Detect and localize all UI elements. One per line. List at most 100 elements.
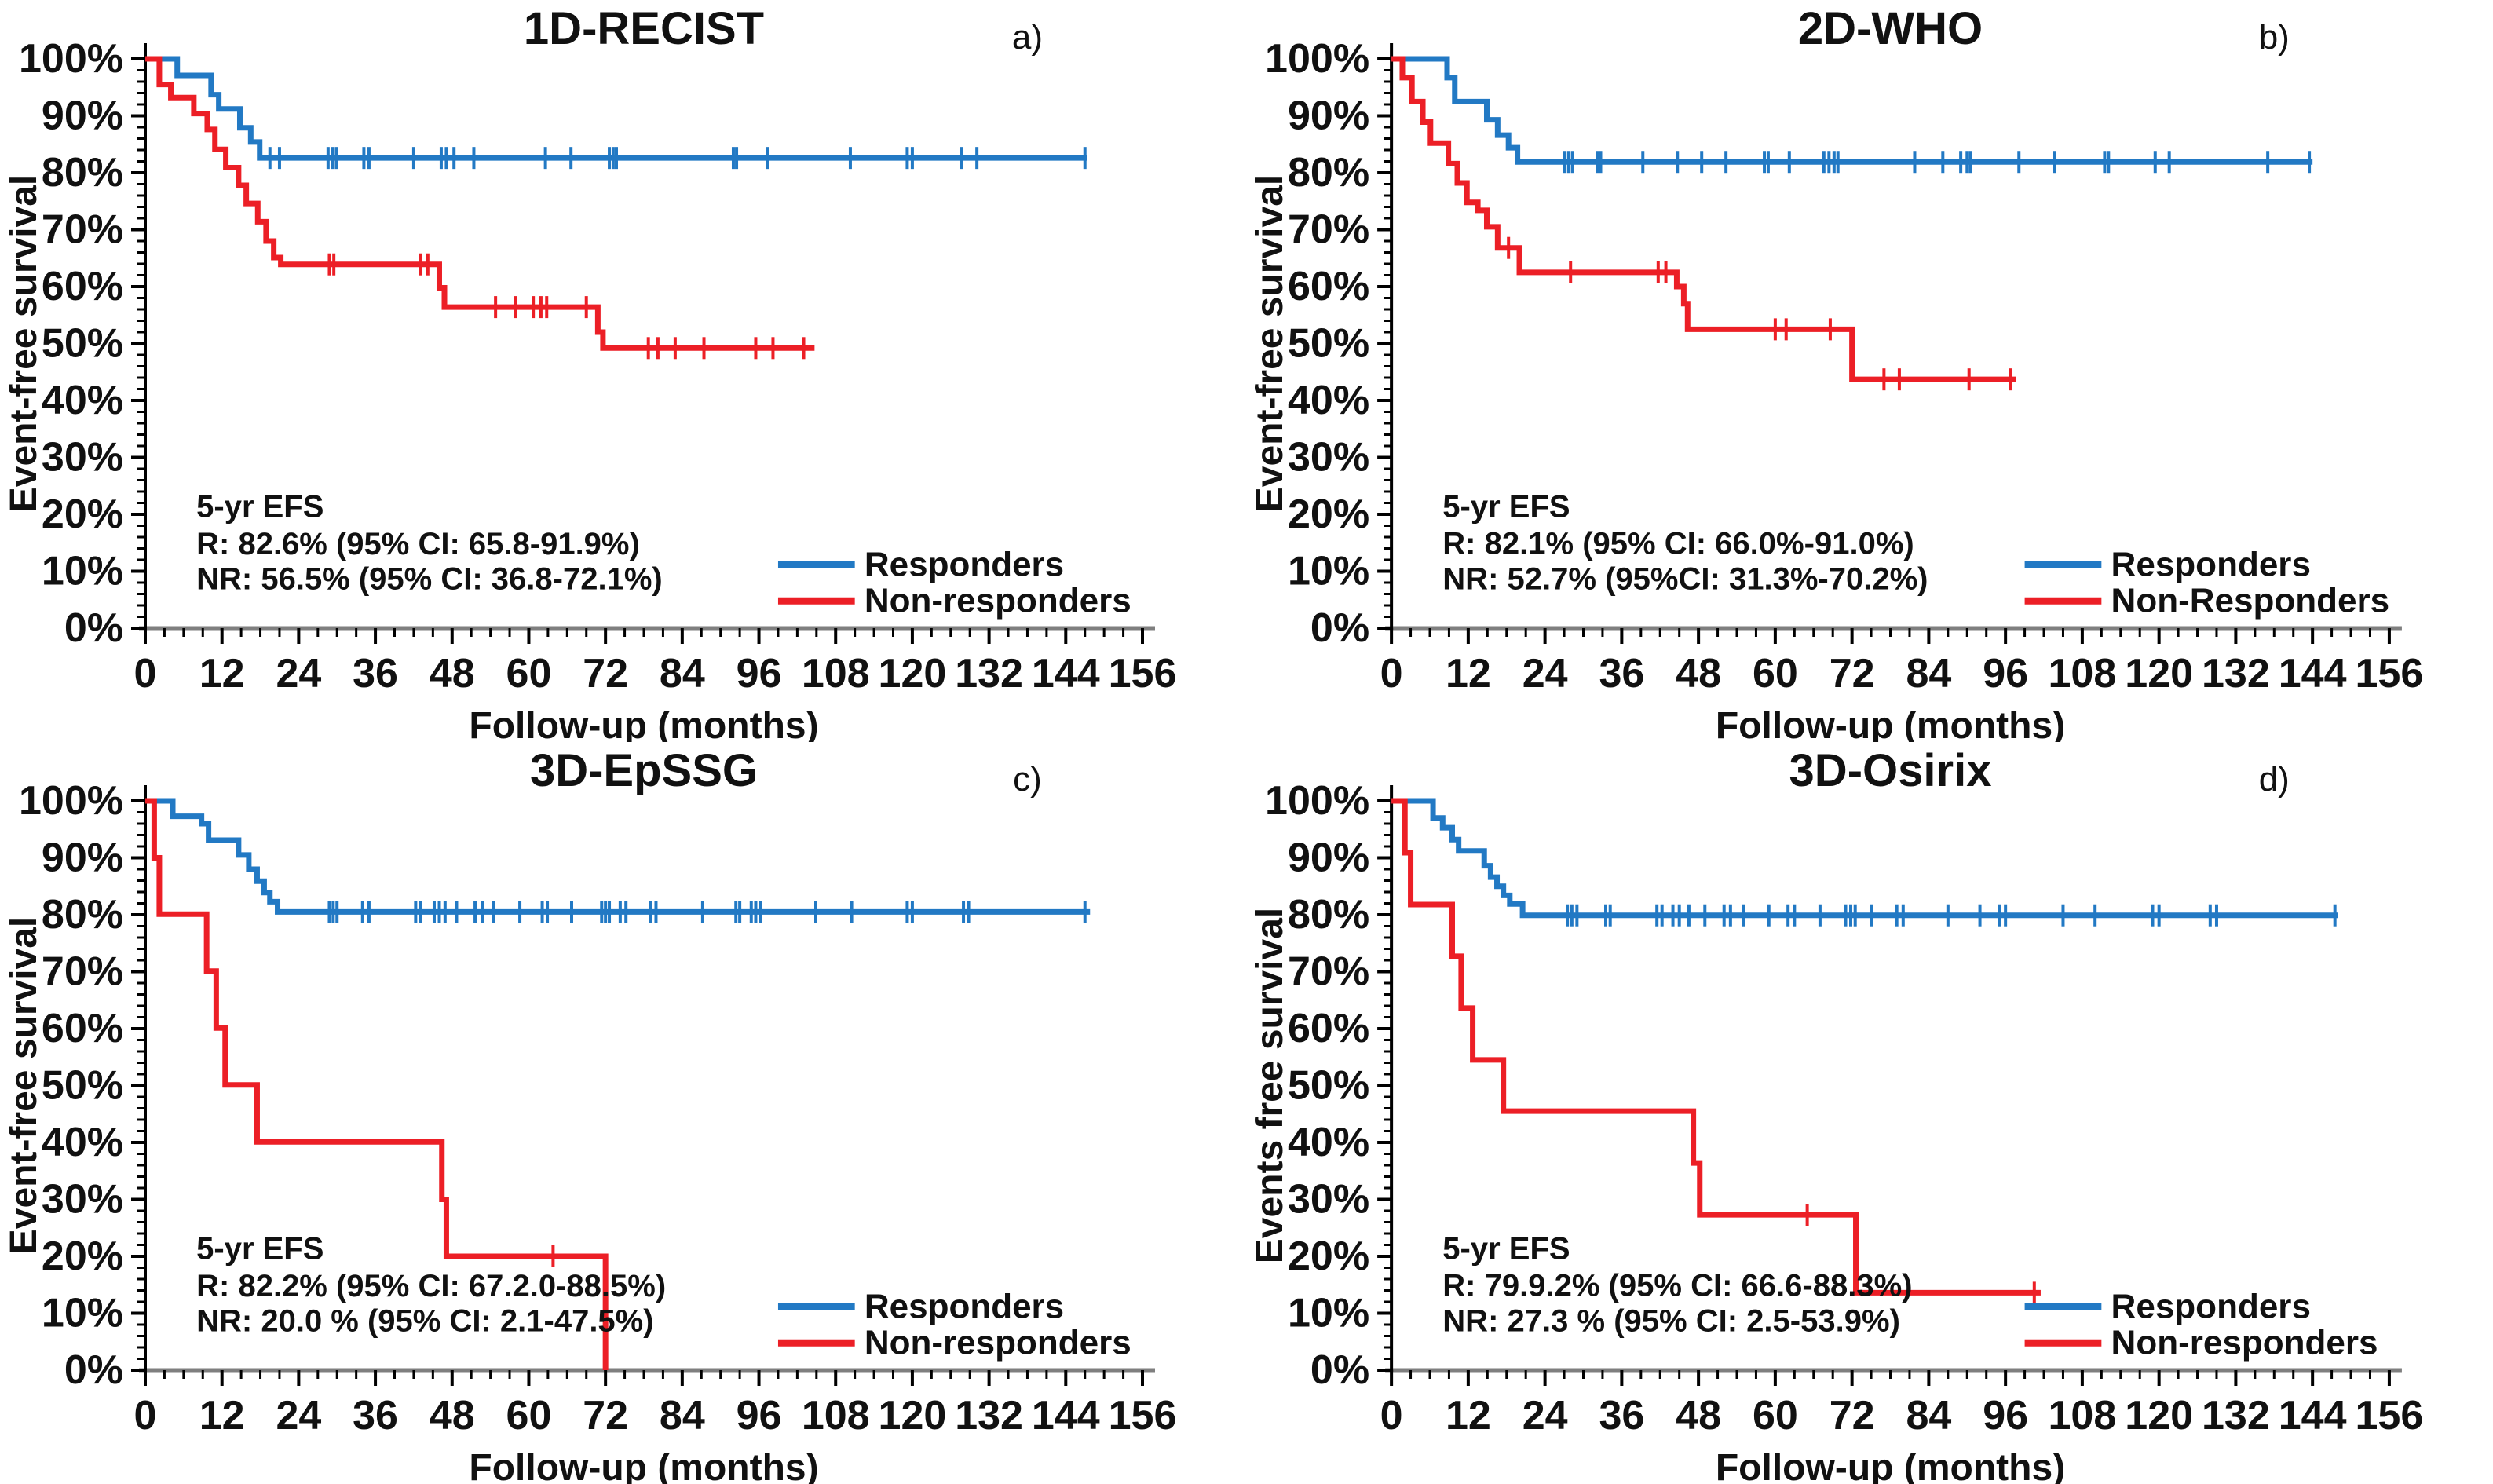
x-axis-label: Follow-up (months) <box>469 1447 818 1484</box>
y-tick-label: 60% <box>42 264 123 309</box>
x-tick-label: 72 <box>583 1393 628 1438</box>
y-tick-label: 70% <box>42 207 123 253</box>
y-tick-label: 30% <box>42 435 123 481</box>
y-tick-label: 20% <box>1288 1234 1369 1279</box>
x-tick-label: 144 <box>2279 1393 2347 1438</box>
y-tick-label: 0% <box>1310 1347 1369 1393</box>
legend-label-responders: Responders <box>2111 545 2311 583</box>
y-tick-label: 0% <box>64 605 123 651</box>
x-axis-ticks: 0 12 24 36 48 60 72 84 96 108 120 132 144 156 <box>1380 628 2423 696</box>
x-tick-label: 156 <box>1109 1393 1177 1438</box>
x-tick-label: 72 <box>583 651 628 696</box>
x-tick-label: 36 <box>353 651 398 696</box>
x-tick-label: 60 <box>1753 651 1798 696</box>
panel-letter: a) <box>1012 18 1043 57</box>
x-tick-label: 120 <box>879 651 947 696</box>
panel-letter: c) <box>1013 760 1042 799</box>
responders-curve <box>145 798 1091 915</box>
efs-annotation-header: 5-yr EFS <box>196 490 324 525</box>
non-responders-curve <box>145 56 815 351</box>
panel-c: 0% 10% 20% 30% 40% 50% 60% 70% 80% 90% 100% 0 12 24 36… <box>0 742 1246 1484</box>
y-tick-label: 70% <box>1288 949 1369 995</box>
efs-annotation-non-responders: NR: 52.7% (95%CI: 31.3%-70.2%) <box>1442 562 1928 597</box>
y-tick-label: 30% <box>42 1177 123 1223</box>
y-tick-label: 20% <box>42 1234 123 1279</box>
y-tick-label: 90% <box>1288 93 1369 139</box>
x-tick-label: 144 <box>2279 651 2347 696</box>
x-tick-label: 108 <box>802 651 870 696</box>
responders-censor-marks <box>1563 151 2312 174</box>
y-tick-label: 100% <box>19 36 123 82</box>
legend-label-non_responders: Non-responders <box>865 1324 1131 1362</box>
panel-a: 0% 10% 20% 30% 40% 50% 60% 70% 80% 90% 100% 0 12 24 36… <box>0 0 1246 742</box>
panel-letter: d) <box>2259 760 2290 799</box>
x-tick-label: 36 <box>1599 1393 1644 1438</box>
legend-label-responders: Responders <box>865 545 1064 583</box>
x-tick-label: 36 <box>1599 651 1644 696</box>
x-tick-label: 12 <box>1446 1393 1491 1438</box>
y-tick-label: 80% <box>1288 150 1369 196</box>
x-tick-label: 132 <box>2202 651 2270 696</box>
y-tick-label: 80% <box>42 150 123 196</box>
y-tick-label: 10% <box>1288 1291 1369 1336</box>
x-tick-label: 156 <box>2356 1393 2424 1438</box>
y-tick-label: 100% <box>19 778 123 824</box>
y-tick-label: 40% <box>42 1120 123 1165</box>
y-axis-ticks: 0% 10% 20% 30% 40% 50% 60% 70% 80% 90% 100% <box>19 36 145 651</box>
x-axis-label: Follow-up (months) <box>1716 705 2065 742</box>
panel-title: 3D-EpSSG <box>530 745 758 796</box>
y-tick-label: 60% <box>42 1006 123 1051</box>
non-responders-curve <box>1391 56 2016 382</box>
y-tick-label: 80% <box>1288 892 1369 938</box>
x-tick-label: 0 <box>134 1393 157 1438</box>
x-tick-label: 12 <box>199 1393 245 1438</box>
legend-label-responders: Responders <box>2111 1287 2311 1325</box>
y-tick-label: 60% <box>1288 264 1369 309</box>
y-axis-label: Event-free survival <box>3 917 45 1255</box>
x-tick-label: 24 <box>276 651 321 696</box>
y-tick-label: 40% <box>1288 1120 1369 1165</box>
y-axis-label: Event-free survival <box>1249 175 1291 512</box>
x-tick-label: 48 <box>1676 651 1721 696</box>
panel-b-chart: 0% 10% 20% 30% 40% 50% 60% 70% 80% 90% 100% 0 12 24 36… <box>1249 3 2423 742</box>
x-tick-label: 120 <box>879 1393 947 1438</box>
x-tick-label: 24 <box>276 1393 321 1438</box>
y-tick-label: 50% <box>1288 321 1369 367</box>
x-tick-label: 12 <box>199 651 245 696</box>
efs-annotation-responders: R: 82.1% (95% CI: 66.0%-91.0%) <box>1442 527 1914 561</box>
panel-title: 1D-RECIST <box>524 3 764 54</box>
x-tick-label: 24 <box>1522 651 1568 696</box>
x-tick-label: 60 <box>506 1393 552 1438</box>
y-tick-label: 10% <box>42 1291 123 1336</box>
y-tick-label: 50% <box>42 321 123 367</box>
y-axis-ticks: 0% 10% 20% 30% 40% 50% 60% 70% 80% 90% 100% <box>1265 778 1392 1393</box>
panel-a-chart: 0% 10% 20% 30% 40% 50% 60% 70% 80% 90% 100% 0 12 24 36… <box>3 3 1176 742</box>
y-tick-label: 90% <box>42 93 123 139</box>
y-tick-label: 0% <box>64 1347 123 1393</box>
x-tick-label: 24 <box>1522 1393 1568 1438</box>
responders-censor-marks <box>327 901 1087 923</box>
efs-annotation-header: 5-yr EFS <box>196 1232 324 1267</box>
non-responders-censor-marks <box>1805 1204 2036 1304</box>
x-tick-label: 108 <box>2049 1393 2117 1438</box>
efs-annotation-non-responders: NR: 20.0 % (95% CI: 2.1-47.5%) <box>196 1304 653 1339</box>
y-tick-label: 70% <box>1288 207 1369 253</box>
panel-d: 0% 10% 20% 30% 40% 50% 60% 70% 80% 90% 100% 0 12 24 36… <box>1246 742 2493 1484</box>
x-tick-label: 84 <box>660 651 705 696</box>
panel-letter: b) <box>2259 18 2290 57</box>
x-axis-ticks: 0 12 24 36 48 60 72 84 96 108 120 132 144 156 <box>1380 1370 2424 1438</box>
y-tick-label: 30% <box>1288 1177 1369 1223</box>
x-tick-label: 84 <box>660 1393 705 1438</box>
x-tick-label: 48 <box>1676 1393 1721 1438</box>
x-tick-label: 0 <box>1380 651 1403 696</box>
y-tick-label: 40% <box>1288 378 1369 423</box>
legend-label-responders: Responders <box>865 1287 1064 1325</box>
responders-curve <box>1391 56 2313 165</box>
y-tick-label: 60% <box>1288 1006 1369 1051</box>
panel-title: 3D-Osirix <box>1789 745 1992 796</box>
x-tick-label: 108 <box>802 1393 870 1438</box>
x-tick-label: 96 <box>1983 651 2028 696</box>
efs-annotation-responders: R: 79.9.2% (95% CI: 66.6-88.3%) <box>1442 1269 1912 1303</box>
